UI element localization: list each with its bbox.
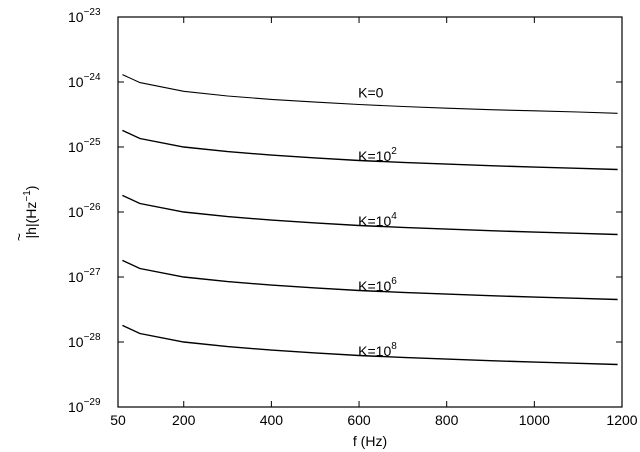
tilde-mark: ~: [11, 233, 27, 241]
y-tick-label: 10−23: [68, 7, 101, 25]
y-tick-label: 10−29: [68, 397, 101, 415]
x-axis: 50 200 400 600 800 1000 1200: [110, 17, 638, 428]
y-axis-label-unit-close: ): [23, 186, 39, 191]
y-tick-label: 10−27: [68, 267, 101, 285]
x-axis-label: f (Hz): [353, 433, 387, 449]
svg-text:|h|(Hz−1): |h|(Hz−1): [22, 186, 39, 239]
y-tick-label: 10−25: [68, 137, 101, 155]
y-axis-label-bar-left: |: [23, 235, 39, 239]
y-tick-label: 10−26: [68, 202, 101, 220]
series-label: K=0: [358, 84, 384, 100]
x-tick-label: 200: [172, 412, 196, 428]
x-tick-label: 1200: [606, 412, 637, 428]
y-tick-label: 10−28: [68, 332, 101, 350]
x-tick-label: 50: [110, 412, 126, 428]
series-label: K=104: [358, 211, 397, 229]
series-line: [122, 259, 618, 301]
series-line: [122, 129, 618, 171]
y-tick-label: 10−24: [68, 72, 101, 90]
y-axis-label-quantity: h: [23, 227, 39, 235]
series-line: [122, 74, 618, 114]
x-tick-label: 1000: [519, 412, 550, 428]
x-tick-label: 600: [347, 412, 371, 428]
series-labels: K=0 K=102 K=104 K=106 K=108: [358, 84, 397, 359]
y-axis-label: |h|(Hz−1) ~: [11, 186, 39, 242]
x-tick-label: 800: [435, 412, 459, 428]
series-label: K=102: [358, 146, 397, 164]
y-axis-label-unit-exponent: −1: [22, 190, 33, 202]
series-group: [122, 74, 618, 366]
series-line: [122, 324, 618, 366]
x-tick-label: 400: [260, 412, 284, 428]
series-label: K=106: [358, 276, 397, 294]
series-line: [122, 194, 618, 236]
y-axis-label-unit: |(Hz: [23, 202, 39, 227]
y-axis: 10−23 10−24 10−25 10−26 10−27 10−28 10−29: [68, 7, 622, 415]
series-label: K=108: [358, 341, 397, 359]
